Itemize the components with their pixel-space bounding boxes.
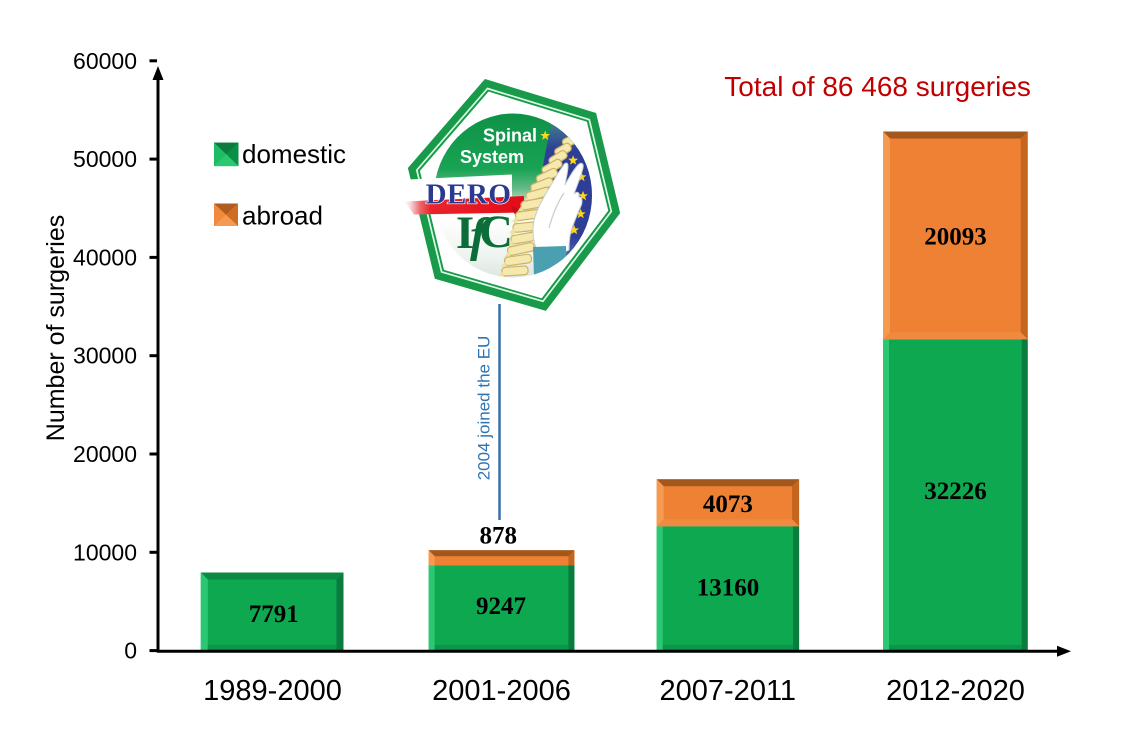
svg-text:Total of 86 468 surgeries: Total of 86 468 surgeries bbox=[724, 71, 1031, 102]
svg-text:20000: 20000 bbox=[73, 441, 137, 467]
svg-text:878: 878 bbox=[480, 523, 518, 550]
svg-text:13160: 13160 bbox=[697, 575, 760, 602]
svg-text:Spinal: Spinal bbox=[483, 126, 537, 146]
svg-text:2007-2011: 2007-2011 bbox=[660, 675, 797, 707]
svg-text:4073: 4073 bbox=[703, 491, 753, 518]
svg-text:10000: 10000 bbox=[73, 539, 137, 565]
svg-text:20093: 20093 bbox=[924, 224, 987, 251]
svg-text:System: System bbox=[460, 147, 524, 167]
svg-text:40000: 40000 bbox=[73, 244, 137, 270]
svg-text:32226: 32226 bbox=[924, 478, 987, 505]
svg-text:9247: 9247 bbox=[476, 593, 526, 620]
svg-text:DERO: DERO bbox=[426, 179, 512, 211]
svg-text:30000: 30000 bbox=[73, 343, 137, 369]
svg-text:f: f bbox=[470, 209, 490, 262]
svg-text:C: C bbox=[479, 206, 513, 258]
svg-text:2012-2020: 2012-2020 bbox=[886, 675, 1025, 707]
svg-text:domestic: domestic bbox=[242, 139, 346, 169]
svg-text:2001-2006: 2001-2006 bbox=[432, 675, 571, 707]
svg-text:Number of surgeries: Number of surgeries bbox=[42, 215, 70, 441]
svg-text:50000: 50000 bbox=[73, 146, 137, 172]
svg-text:7791: 7791 bbox=[249, 601, 299, 628]
svg-text:60000: 60000 bbox=[73, 48, 137, 74]
svg-text:1989-2000: 1989-2000 bbox=[203, 675, 342, 707]
svg-text:2004 joined the EU: 2004 joined the EU bbox=[475, 336, 494, 481]
svg-text:0: 0 bbox=[124, 638, 137, 664]
svg-text:abroad: abroad bbox=[242, 201, 323, 231]
svg-text:I: I bbox=[456, 207, 474, 259]
